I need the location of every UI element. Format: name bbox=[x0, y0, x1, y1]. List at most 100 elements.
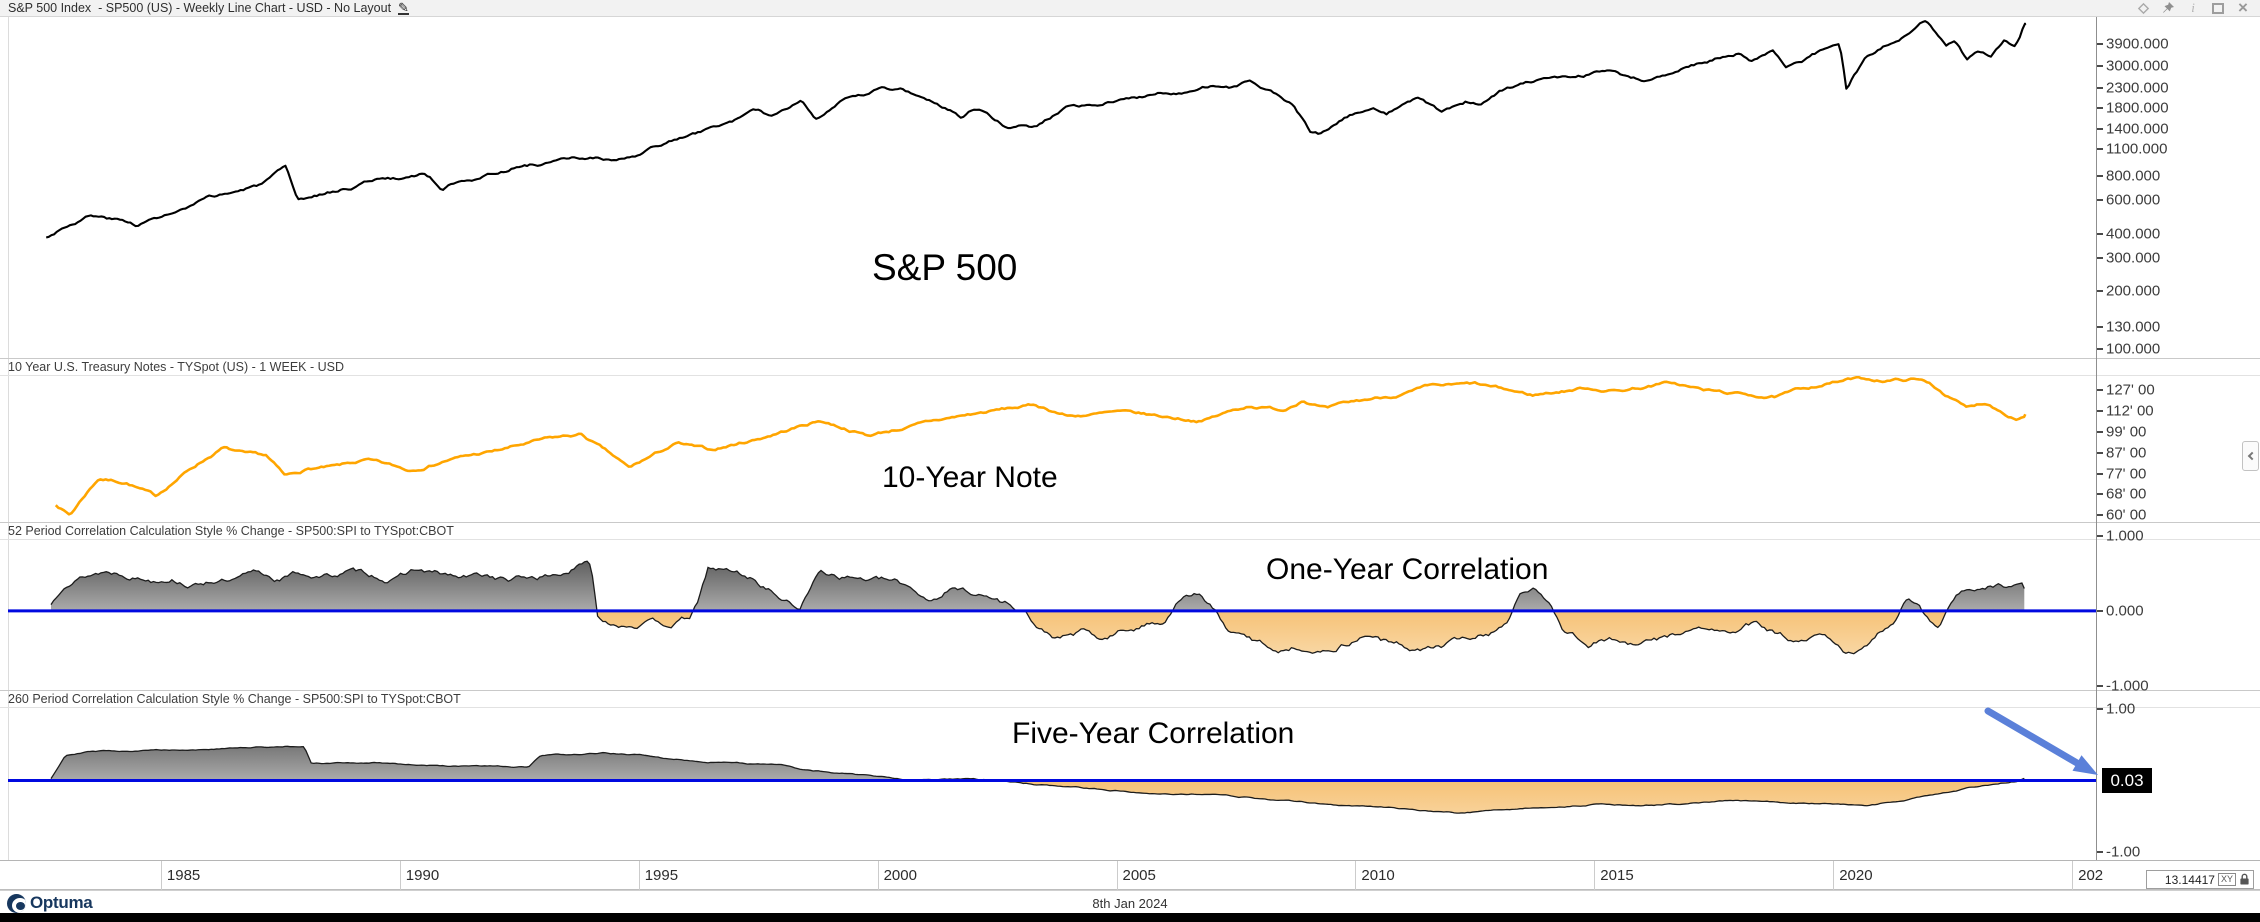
collapse-axis-chevron-button[interactable] bbox=[2242, 441, 2259, 471]
y-axis-tick-label: 99' 00 bbox=[2106, 423, 2147, 441]
info-icon[interactable]: i bbox=[2191, 0, 2195, 15]
x-axis-year-label: 2015 bbox=[1600, 867, 1634, 884]
treasury-note-plot[interactable] bbox=[8, 376, 2096, 522]
y-axis-tick bbox=[2097, 850, 2103, 853]
y-axis-tick-label: -1.000 bbox=[2106, 677, 2149, 695]
y-axis-tick bbox=[2097, 493, 2103, 496]
positive-correlation-area bbox=[51, 561, 2025, 611]
one-year-correlation-label: One-Year Correlation bbox=[1266, 553, 1549, 586]
restore-window-icon[interactable] bbox=[2211, 1, 2225, 15]
y-axis-tick-label: 1.000 bbox=[2106, 527, 2144, 545]
panel-header-treasury-note-text: 10 Year U.S. Treasury Notes - TYSpot (US… bbox=[8, 360, 344, 374]
x-axis-year-label: 202 bbox=[2078, 867, 2104, 884]
year-separator bbox=[2072, 861, 2074, 890]
x-axis-year-label: 1985 bbox=[166, 867, 201, 884]
y-axis-tick bbox=[2097, 684, 2103, 687]
x-axis-year-label: 2000 bbox=[883, 867, 917, 884]
x-axis-year-label: 2010 bbox=[1361, 867, 1395, 884]
y-axis-tick-label: 1.00 bbox=[2106, 700, 2136, 718]
positive-correlation-area bbox=[51, 746, 2025, 781]
y-axis-tick bbox=[2097, 107, 2103, 110]
y-axis-tick-label: 77' 00 bbox=[2106, 465, 2147, 482]
y-axis-tick bbox=[2097, 348, 2103, 351]
sp500-label: S&P 500 bbox=[872, 247, 1018, 288]
y-axis-tick-label: 3000.000 bbox=[2106, 57, 2169, 75]
y-axis-tick bbox=[2097, 232, 2103, 235]
panel-header-one-year-correlation-text: 52 Period Correlation Calculation Style … bbox=[8, 524, 454, 538]
y-axis-tick-label: 400.000 bbox=[2106, 225, 2161, 243]
y-axis-tick-label: -1.00 bbox=[2106, 843, 2141, 861]
y-axis-tick-label: 3900.000 bbox=[2106, 35, 2169, 53]
y-axis-tick-label: 2300.000 bbox=[2106, 79, 2169, 97]
y-axis-tick bbox=[2097, 128, 2103, 131]
panel-header-one-year-correlation: 52 Period Correlation Calculation Style … bbox=[0, 522, 2260, 540]
optuma-logo: Optuma bbox=[7, 893, 93, 913]
y-axis-tick bbox=[2097, 513, 2103, 516]
panel-header-five-year-correlation-text: 260 Period Correlation Calculation Style… bbox=[8, 692, 461, 706]
panel-header-five-year-correlation: 260 Period Correlation Calculation Style… bbox=[0, 690, 2260, 708]
y-axis-tick bbox=[2097, 256, 2103, 259]
y-axis-tick-label: 100.000 bbox=[2106, 340, 2161, 358]
price-axis-column[interactable]: 3900.000 3000.000 2300.000 1800.000 1400.000… bbox=[2096, 17, 2260, 860]
x-axis-year-label: 2005 bbox=[1122, 867, 1156, 884]
y-axis-tick-label: 68' 00 bbox=[2106, 485, 2147, 503]
y-axis-tick-label: 130.000 bbox=[2106, 318, 2161, 336]
negative-correlation-area bbox=[51, 610, 2025, 654]
y-axis-tick bbox=[2097, 472, 2103, 475]
year-separator bbox=[638, 861, 640, 890]
year-separator bbox=[1833, 861, 1835, 890]
year-separator bbox=[877, 861, 879, 890]
y-axis-tick bbox=[2097, 42, 2103, 45]
y-axis-tick bbox=[2097, 609, 2103, 612]
y-axis-tick bbox=[2097, 290, 2103, 293]
panel-header-treasury-note: 10 Year U.S. Treasury Notes - TYSpot (US… bbox=[0, 358, 2260, 376]
chevron-left-icon bbox=[2247, 451, 2256, 461]
y-axis-tick-label: 60' 00 bbox=[2106, 506, 2147, 524]
y-axis-tick bbox=[2097, 326, 2103, 329]
x-axis-year-label: 1990 bbox=[405, 867, 440, 884]
optuma-logo-icon bbox=[7, 893, 26, 913]
diamond-icon[interactable] bbox=[2136, 1, 2150, 15]
y-axis-tick bbox=[2097, 430, 2103, 433]
y-axis-tick-label: 127' 00 bbox=[2106, 381, 2155, 399]
y-axis-tick bbox=[2097, 198, 2103, 201]
plot-left-border bbox=[8, 17, 9, 860]
chart-title: S&P 500 Index - SP500 (US) - Weekly Line… bbox=[8, 1, 392, 15]
close-icon[interactable]: × bbox=[2238, 0, 2248, 17]
five-year-correlation-label: Five-Year Correlation bbox=[1012, 717, 1295, 750]
xy-axis-badge[interactable]: XY bbox=[2217, 873, 2236, 886]
five-year-correlation-plot[interactable] bbox=[8, 708, 2096, 860]
correlation-line bbox=[50, 560, 2025, 655]
pin-icon[interactable] bbox=[2161, 1, 2175, 15]
bottom-black-bar bbox=[0, 913, 2260, 922]
chart-area: 10 Year U.S. Treasury Notes - TYSpot (US… bbox=[0, 17, 2260, 890]
y-axis-tick-label: 800.000 bbox=[2106, 167, 2161, 185]
year-separator bbox=[160, 861, 162, 890]
year-separator bbox=[1355, 861, 1357, 890]
year-separator bbox=[1116, 861, 1118, 890]
x-axis-year-label: 1995 bbox=[644, 867, 679, 884]
y-axis-tick-label: 300.000 bbox=[2106, 249, 2161, 267]
one-year-correlation-plot[interactable] bbox=[8, 540, 2096, 690]
date-axis[interactable]: 1985 1990 1995 2000 2005 2010 2015 2020 202 bbox=[0, 860, 2260, 890]
edit-title-pencil-icon[interactable]: ✎ bbox=[398, 0, 409, 15]
y-axis-tick-label: 1800.000 bbox=[2106, 99, 2169, 117]
y-axis-tick-label: 1400.000 bbox=[2106, 120, 2169, 138]
y-axis-tick-label: 600.000 bbox=[2106, 191, 2161, 209]
y-axis-tick bbox=[2097, 174, 2103, 177]
ten-year-note-label: 10-Year Note bbox=[882, 461, 1058, 494]
sp500-price-plot[interactable] bbox=[8, 17, 2096, 358]
cursor-date-label: 8th Jan 2024 bbox=[1092, 896, 1168, 911]
status-value-box[interactable]: 13.14417 XY bbox=[2146, 870, 2254, 889]
sp500-line bbox=[45, 20, 2027, 239]
y-axis-tick bbox=[2097, 389, 2103, 392]
optuma-brand-text: Optuma bbox=[30, 893, 93, 912]
y-axis-tick bbox=[2097, 148, 2103, 151]
lock-icon[interactable] bbox=[2239, 873, 2250, 886]
y-axis-tick-label: 87' 00 bbox=[2106, 444, 2147, 462]
negative-correlation-area bbox=[51, 780, 2025, 814]
y-axis-tick bbox=[2097, 86, 2103, 89]
y-axis-tick bbox=[2097, 410, 2103, 413]
y-axis-tick bbox=[2097, 535, 2103, 538]
